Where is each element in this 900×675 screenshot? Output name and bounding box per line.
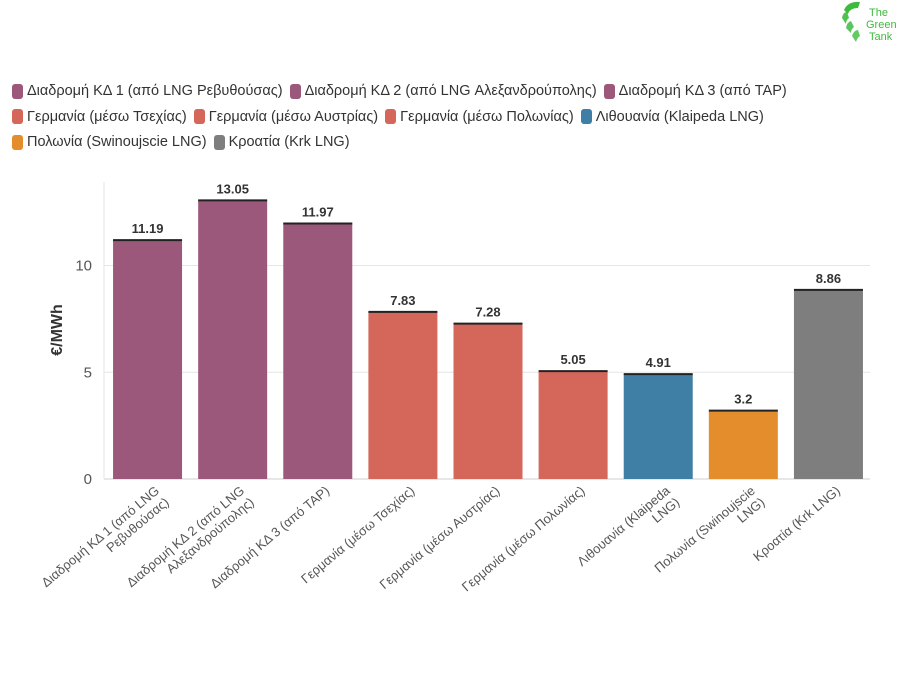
- x-tick-labels: Διαδρομή ΚΔ 1 (από LNGΡεβυθούσας)Διαδρομ…: [38, 482, 843, 594]
- data-label: 7.28: [475, 305, 500, 320]
- legend-swatch: [289, 83, 301, 99]
- the-green-tank-logo: The Green Tank: [838, 0, 898, 48]
- bar[interactable]: [538, 371, 608, 479]
- svg-text:Green: Green: [866, 19, 897, 31]
- legend-item[interactable]: Γερμανία (μέσω Τσεχίας): [12, 106, 187, 128]
- legend-label: Πολωνία (Swinoujscie LNG): [27, 134, 207, 150]
- legend-label: Γερμανία (μέσω Αυστρίας): [208, 108, 379, 125]
- x-tick-label: Κροατία (Krk LNG): [750, 483, 843, 564]
- legend-label: Διαδρομή ΚΔ 1 (από LNG Ρεβυθούσας): [27, 83, 283, 99]
- legend-swatch: [603, 83, 615, 99]
- legend-swatch: [12, 134, 23, 150]
- legend-item[interactable]: Διαδρομή ΚΔ 2 (από LNG Αλεξανδρούπολης): [289, 80, 597, 102]
- bar[interactable]: [368, 311, 438, 479]
- bar[interactable]: [623, 374, 693, 479]
- legend-item[interactable]: Διαδρομή ΚΔ 3 (από TAP): [603, 80, 787, 102]
- svg-text:The: The: [869, 7, 888, 19]
- data-label: 11.19: [132, 221, 164, 236]
- bar[interactable]: [708, 410, 778, 479]
- data-label: 7.83: [390, 293, 415, 308]
- legend-item[interactable]: Λιθουανία (Klaipeda LNG): [580, 106, 764, 128]
- legend-label: Γερμανία (μέσω Πολωνίας): [400, 108, 574, 125]
- bar[interactable]: [113, 240, 183, 479]
- value-labels: 11.19 13.05 11.97 7.83 7.28 5.05 4.91 3.2 8.86: [132, 181, 841, 406]
- chart-legend: Διαδρομή ΚΔ 1 (από LNG Ρεβυθούσας) Διαδρο…: [12, 80, 872, 157]
- legend-item[interactable]: Διαδρομή ΚΔ 1 (από LNG Ρεβυθούσας): [12, 80, 283, 102]
- legend-label: Γερμανία (μέσω Τσεχίας): [27, 108, 187, 125]
- legend-item[interactable]: Κροατία (Krk LNG): [213, 131, 350, 153]
- legend-swatch: [580, 109, 592, 124]
- y-tick-label: 10: [75, 258, 92, 275]
- y-tick-label: 0: [84, 471, 92, 488]
- legend-label: Λιθουανία (Klaipeda LNG): [595, 108, 764, 125]
- y-tick-label: 5: [84, 364, 92, 381]
- bar[interactable]: [793, 289, 863, 479]
- leaf-logo-icon: The Green Tank: [842, 1, 897, 43]
- legend-item[interactable]: Γερμανία (μέσω Αυστρίας): [193, 106, 379, 128]
- legend-label: Διαδρομή ΚΔ 3 (από TAP): [618, 83, 787, 99]
- bars: [113, 199, 863, 479]
- svg-text:Tank: Tank: [869, 31, 893, 43]
- data-label: 11.97: [302, 204, 334, 219]
- bar[interactable]: [283, 223, 353, 479]
- data-label: 5.05: [560, 352, 585, 367]
- legend-item[interactable]: Γερμανία (μέσω Πολωνίας): [385, 106, 574, 128]
- bar[interactable]: [453, 323, 523, 479]
- bar[interactable]: [198, 200, 268, 479]
- legend-label: Κροατία (Krk LNG): [228, 134, 350, 150]
- y-tick-labels: 0 5 10: [75, 258, 92, 489]
- y-axis-label: €/MWh: [49, 304, 66, 356]
- x-tick-label-line: Κροατία (Krk LNG): [750, 483, 843, 564]
- legend-swatch: [385, 109, 397, 124]
- data-label: 3.2: [734, 392, 752, 407]
- data-label: 13.05: [216, 181, 249, 196]
- legend-swatch: [12, 83, 23, 99]
- data-label: 8.86: [816, 271, 841, 286]
- legend-swatch: [193, 109, 205, 124]
- legend-swatch: [12, 109, 23, 124]
- data-label: 4.91: [646, 355, 671, 370]
- legend-label: Διαδρομή ΚΔ 2 (από LNG Αλεξανδρούπολης): [304, 83, 597, 99]
- legend-swatch: [213, 134, 225, 150]
- legend-item[interactable]: Πολωνία (Swinoujscie LNG): [12, 131, 207, 153]
